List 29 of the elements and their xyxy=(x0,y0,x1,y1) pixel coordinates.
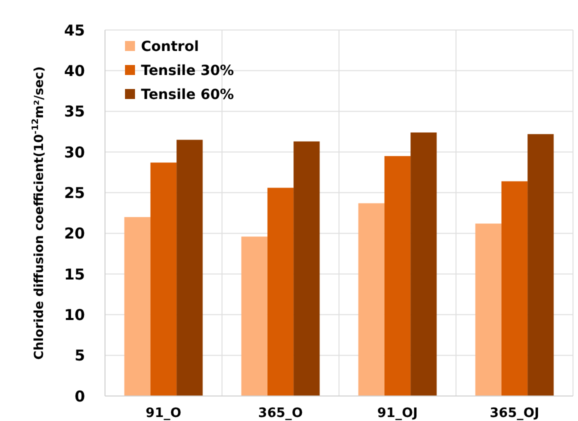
bar xyxy=(241,236,268,396)
bar xyxy=(384,156,411,396)
bar xyxy=(528,134,554,396)
bar xyxy=(124,217,150,396)
y-tick-label: 45 xyxy=(64,21,85,40)
bar xyxy=(410,132,437,396)
bar xyxy=(358,203,384,396)
bar xyxy=(501,181,528,396)
bar xyxy=(150,162,177,396)
x-tick-label: 365_O xyxy=(258,406,303,421)
y-tick-label: 30 xyxy=(64,143,85,162)
y-tick-label: 20 xyxy=(64,224,85,243)
y-tick-label: 10 xyxy=(64,306,85,324)
x-tick-label: 365_OJ xyxy=(490,406,540,421)
bar xyxy=(294,141,320,396)
bar xyxy=(267,188,294,396)
bar xyxy=(475,224,502,396)
legend-label: Tensile 60% xyxy=(141,86,234,103)
y-tick-label: 0 xyxy=(74,387,85,406)
y-tick-label: 35 xyxy=(64,102,85,121)
y-tick-label: 40 xyxy=(64,62,85,80)
y-tick-label: 5 xyxy=(74,346,85,365)
y-tick-label: 15 xyxy=(64,265,85,284)
legend-label: Control xyxy=(141,38,199,55)
bar xyxy=(176,140,203,396)
y-tick-label: 25 xyxy=(64,184,85,202)
legend-label: Tensile 30% xyxy=(141,62,234,79)
x-tick-label: 91_O xyxy=(146,406,182,421)
x-tick-label: 91_OJ xyxy=(377,406,418,421)
